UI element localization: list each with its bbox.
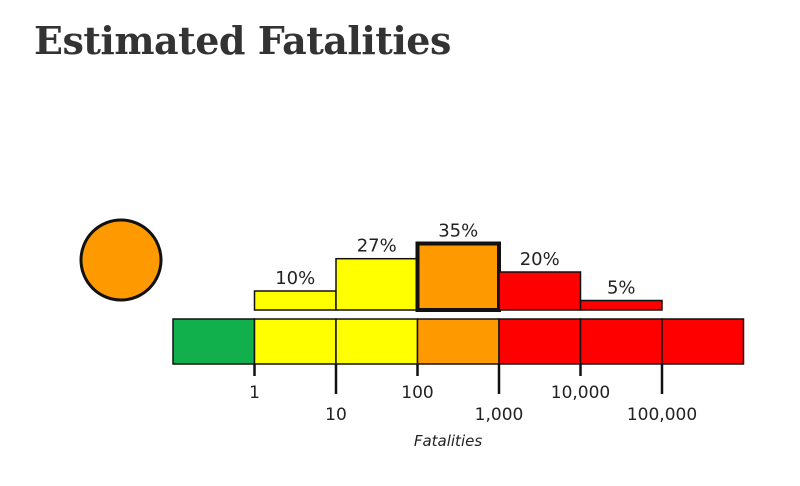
bar-10–100 <box>335 257 419 311</box>
tick-label: 1 <box>249 383 260 403</box>
x-axis-label: Fatalities <box>414 432 483 450</box>
bar-10,000–100,000 <box>579 299 663 311</box>
bar-value-label: 27% <box>357 236 397 257</box>
scale-segment-green <box>172 318 256 365</box>
tick-label: 1,000 <box>475 405 524 425</box>
bar-1,000–10,000 <box>498 271 582 311</box>
x-axis-ticks: 1 10 100 1,000 10,000 100,000 <box>249 364 697 425</box>
bar-value-label: 35% <box>438 221 478 242</box>
tick-label: 10,000 <box>551 383 610 403</box>
bar-value-label: 20% <box>520 249 560 270</box>
bar-value-label: 10% <box>275 268 315 289</box>
scale-segment-red <box>579 318 663 365</box>
tick-label: 100 <box>401 383 433 403</box>
tick-label: 100,000 <box>627 405 697 425</box>
scale-segment-red <box>661 318 745 365</box>
scale-segment-yellow <box>253 318 337 365</box>
bar-100–1,000 <box>415 241 501 312</box>
scale-segment-red <box>498 318 582 365</box>
alert-scale-band <box>172 318 745 365</box>
scale-segment-yellow <box>335 318 419 365</box>
alert-level-circle <box>79 218 163 302</box>
bar-1–10 <box>253 290 337 311</box>
probability-bars: 10% 27% 35% 20% 5% <box>253 221 663 312</box>
scale-segment-orange <box>416 318 500 365</box>
tick-label: 10 <box>325 405 347 425</box>
bar-value-label: 5% <box>607 278 636 299</box>
page-title: Estimated Fatalities <box>34 18 451 63</box>
